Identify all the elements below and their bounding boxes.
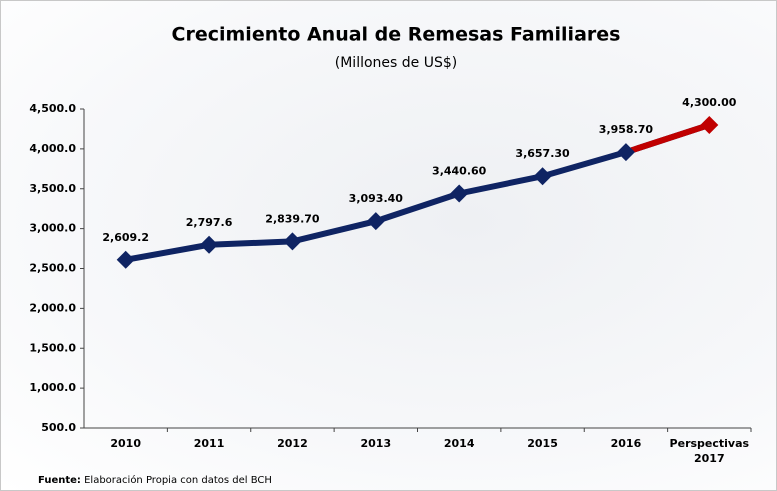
x-tick-label: 2010: [110, 437, 141, 450]
x-tick-label: 2012: [277, 437, 308, 450]
y-tick-label: 1,500.0: [29, 341, 76, 354]
y-tick-label: 4,000.0: [29, 142, 76, 155]
source-label: Fuente:: [38, 475, 81, 486]
data-label: 3,958.70: [599, 123, 654, 136]
marker: [116, 250, 135, 269]
y-tick-label: 4,500.0: [29, 102, 76, 115]
line: [125, 122, 711, 263]
x-tick-label: 2013: [360, 437, 392, 450]
marker: [366, 212, 385, 231]
y-tick-label: 500.0: [41, 421, 76, 434]
marker: [450, 184, 469, 203]
y-tick-label: 3,000.0: [29, 222, 76, 235]
x-tick-label: 2016: [610, 437, 642, 450]
x-tick-label: 2015: [527, 437, 558, 450]
marker: [616, 143, 635, 162]
marker: [200, 235, 219, 254]
x-tick-label: Perspectivas 2017: [669, 437, 750, 465]
source: Elaboración Propia con datos del BCH: [84, 474, 272, 486]
data-label: 2,609.2: [102, 231, 149, 244]
data-label: 3,657.30: [515, 147, 570, 160]
marker: [283, 232, 302, 251]
marker: [700, 115, 719, 134]
x-tick-label: 2014: [443, 437, 475, 450]
x-tick-label: 2011: [193, 437, 225, 450]
data-label: 3,093.40: [349, 192, 404, 205]
marker: [533, 167, 552, 186]
y-tick-label: 2,500.0: [29, 262, 76, 275]
data-label: 2,797.6: [186, 216, 233, 229]
source-line: Fuente: Elaboración Propia con datos del…: [38, 474, 272, 486]
y-tick-label: 3,500.0: [29, 182, 76, 195]
chart-subtitle: (Millones de US$): [335, 55, 457, 71]
y-tick-label: 1,000.0: [29, 381, 76, 394]
data-label: 2,839.70: [265, 212, 320, 225]
data-label: 3,440.60: [432, 164, 487, 177]
line-segment: [625, 122, 711, 156]
data-label: 4,300.00: [682, 96, 737, 109]
y-tick-label: 2,000.0: [29, 301, 76, 314]
chart-title: Crecimiento Anual de Remesas Familiares: [172, 24, 621, 46]
